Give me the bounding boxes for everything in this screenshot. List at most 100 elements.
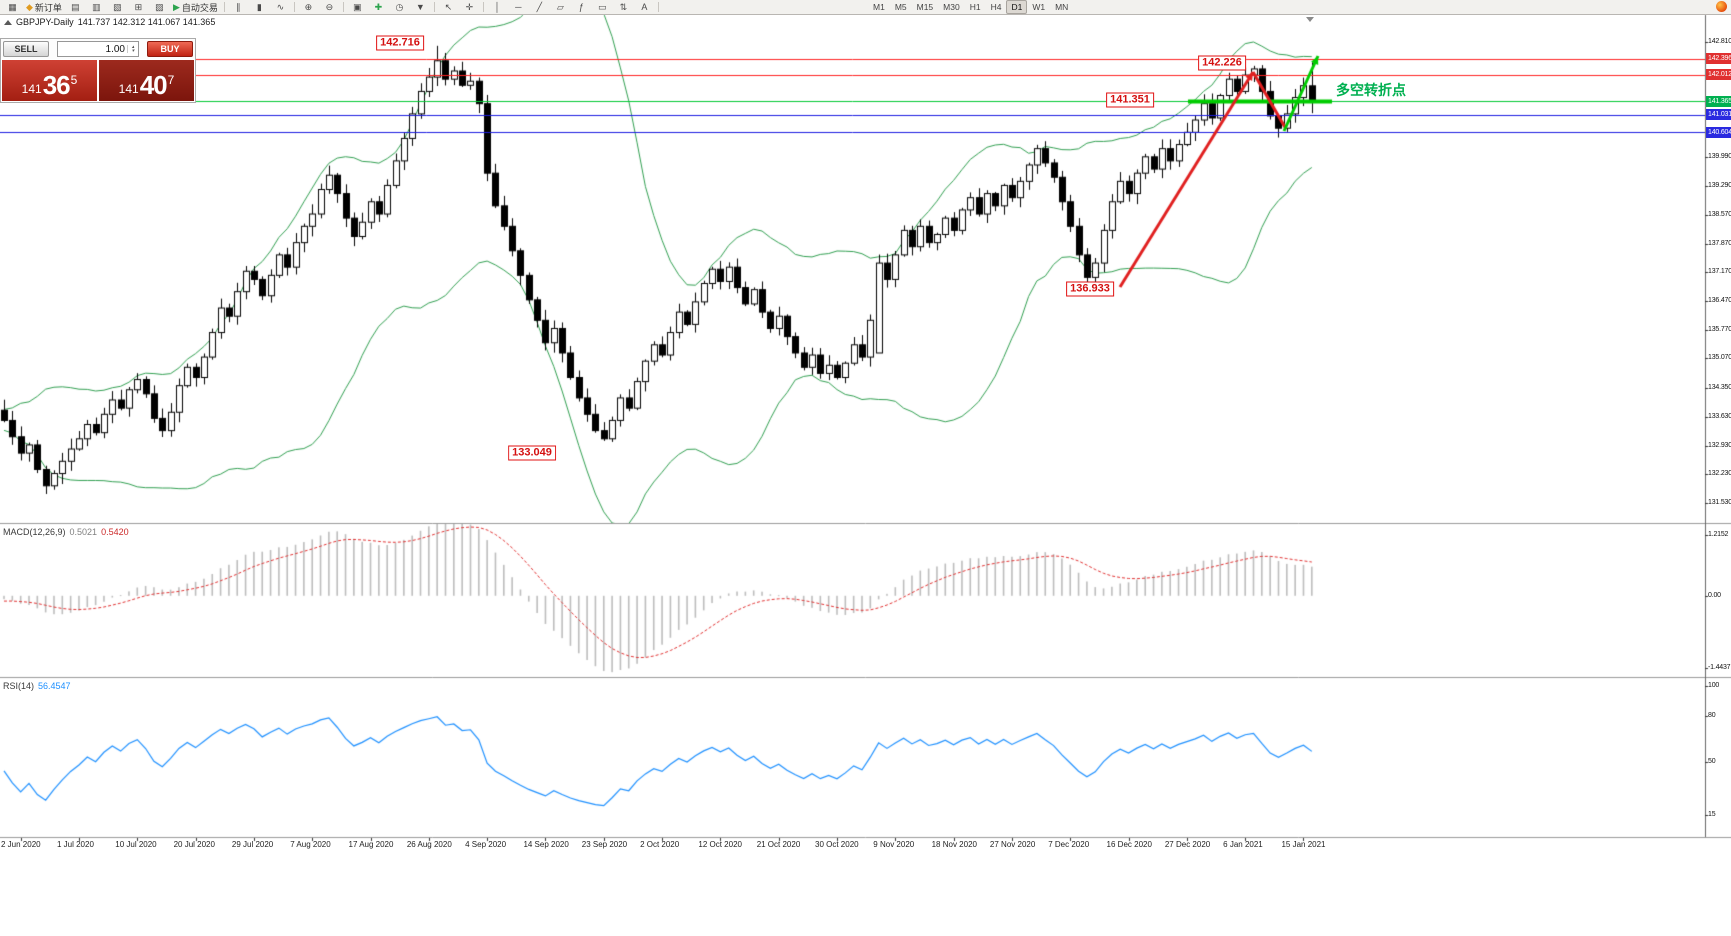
timeframe-button-h4[interactable]: H4 <box>990 2 1002 12</box>
periods-button[interactable]: ◷ <box>389 0 410 14</box>
price-tick-label: 135.770 <box>1708 325 1731 333</box>
rsi-value: 56.4547 <box>38 681 71 691</box>
trade-panel-prices: 141 36 5 141 40 7 <box>0 59 196 103</box>
new-order-icon: ◆ <box>26 1 33 12</box>
price-tick-label: 137.870 <box>1708 239 1731 247</box>
date-label: 29 Jul 2020 <box>231 840 274 849</box>
symbol-ohlc-values: 141.737 142.312 141.067 141.365 <box>77 17 216 27</box>
price-line-tag: 142.396 <box>1706 53 1731 65</box>
market-watch-icon: ▤ <box>71 1 80 12</box>
new-chart-icon: ▦ <box>8 1 17 12</box>
price-line-tag: 141.031 <box>1706 109 1731 121</box>
buy-price-button[interactable]: 141 40 7 <box>99 60 194 101</box>
new-chart-button[interactable]: ▦ <box>2 0 23 14</box>
price-callout-label[interactable]: 136.933 <box>1066 281 1114 297</box>
new-order-button-label: 新订单 <box>34 2 62 13</box>
price-tick-label: 137.170 <box>1708 268 1731 276</box>
price-tick-label: 133.630 <box>1708 413 1731 421</box>
price-tick-label: 131.530 <box>1708 498 1731 506</box>
macd-axis-label: 1.2152 <box>1708 531 1729 538</box>
tile-windows-button[interactable]: ▣ <box>347 0 368 14</box>
timeframe-button-m5[interactable]: M5 <box>894 2 907 12</box>
rsi-indicator-label: RSI(14) 56.4547 <box>3 681 71 691</box>
candle-chart-button[interactable]: ▮ <box>249 0 270 14</box>
pivot-text-label[interactable]: 多空转折点 <box>1336 82 1406 98</box>
buy-button[interactable]: BUY <box>147 41 193 57</box>
bar-chart-icon: ∥ <box>236 1 241 12</box>
timeframe-button-m30[interactable]: M30 <box>943 2 960 12</box>
volume-input[interactable]: 1.00 ▴ ▾ <box>57 41 139 57</box>
horizontal-line-button[interactable]: ─ <box>508 0 529 14</box>
macd-indicator-label: MACD(12,26,9) 0.5021 0.5420 <box>3 527 129 537</box>
date-label: 10 Jul 2020 <box>115 840 157 849</box>
one-click-panel-toggle-icon[interactable] <box>4 19 12 25</box>
arrows-button[interactable]: ⇅ <box>613 0 634 14</box>
timeframe-button-h1[interactable]: H1 <box>969 2 981 12</box>
line-chart-button[interactable]: ∿ <box>270 0 291 14</box>
macd-main-value: 0.5021 <box>69 527 98 537</box>
cursor-button[interactable]: ↖ <box>438 0 459 14</box>
timeframe-button-m1[interactable]: M1 <box>873 2 885 12</box>
crosshair-button[interactable]: ✛ <box>459 0 480 14</box>
autotrading-button[interactable]: ▶ 自动交易 <box>170 0 221 14</box>
macd-axis-label: 0.00 <box>1708 591 1721 599</box>
date-label: 2 Oct 2020 <box>640 840 680 849</box>
sell-price-button[interactable]: 141 36 5 <box>2 60 97 101</box>
channel-icon: ▱ <box>556 1 564 12</box>
timeframe-button-w1[interactable]: W1 <box>1032 2 1046 12</box>
tile-windows-icon: ▣ <box>353 1 362 12</box>
sell-button[interactable]: SELL <box>3 41 49 57</box>
market-watch-button[interactable]: ▤ <box>65 0 86 14</box>
spinner-up-icon[interactable]: ▴ <box>131 44 135 50</box>
price-callout-label[interactable]: 142.226 <box>1198 55 1246 71</box>
zoom-out-button[interactable]: ⊖ <box>319 0 340 14</box>
crosshair-icon: ✛ <box>465 1 474 12</box>
price-callout-label[interactable]: 133.049 <box>508 445 556 461</box>
price-tick-label: 139.290 <box>1708 181 1731 189</box>
indicators-button[interactable]: ✚ <box>368 0 389 14</box>
spinner-down-icon[interactable]: ▾ <box>131 48 135 54</box>
price-tick-label: 132.930 <box>1708 441 1731 449</box>
volume-spinner[interactable]: ▴ ▾ <box>127 44 138 54</box>
new-order-button[interactable]: ◆ 新订单 <box>23 0 65 14</box>
price-tick-label: 138.570 <box>1708 211 1731 219</box>
fibonacci-button[interactable]: ƒ <box>571 0 592 14</box>
toolbar-separator <box>223 2 225 12</box>
date-label: 27 Nov 2020 <box>989 840 1036 849</box>
templates-button[interactable]: ▼ <box>410 0 431 14</box>
vertical-line-button[interactable]: │ <box>487 0 508 14</box>
timeframe-button-m15[interactable]: M15 <box>916 2 934 12</box>
line-chart-icon: ∿ <box>276 1 285 12</box>
date-label: 21 Oct 2020 <box>756 840 801 849</box>
bar-chart-button[interactable]: ∥ <box>228 0 249 14</box>
templates-icon: ▼ <box>415 2 425 12</box>
fibonacci-icon: ƒ <box>578 2 584 12</box>
timeframe-button-mn[interactable]: MN <box>1055 2 1069 12</box>
zoom-in-button[interactable]: ⊕ <box>298 0 319 14</box>
date-label: 4 Sep 2020 <box>465 840 507 849</box>
bid-price-main: 36 <box>42 70 71 100</box>
strategy-tester-button[interactable]: ▨ <box>149 0 170 14</box>
date-label: 20 Jul 2020 <box>173 840 215 849</box>
vertical-line-icon: │ <box>494 2 501 12</box>
trendline-button[interactable]: ╱ <box>529 0 550 14</box>
shapes-button[interactable]: ▭ <box>592 0 613 14</box>
macd-name: MACD(12,26,9) <box>3 527 66 537</box>
notification-icon[interactable] <box>1716 1 1727 12</box>
text-button[interactable]: A <box>634 0 655 14</box>
periods-icon: ◷ <box>395 1 404 12</box>
terminal-button[interactable]: ⊞ <box>128 0 149 14</box>
data-window-button[interactable]: ▥ <box>86 0 107 14</box>
cursor-icon: ↖ <box>444 1 453 12</box>
date-label: 1 Jul 2020 <box>56 840 94 849</box>
time-axis[interactable]: 2 Jun 2020 1 Jul 2020 10 Jul 2020 20 Jul 20… <box>0 838 1705 852</box>
price-tick-label: 136.470 <box>1708 297 1731 305</box>
channel-button[interactable]: ▱ <box>550 0 571 14</box>
price-axis[interactable]: 142.810 139.990 139.290 138.570 137.870 137.1… <box>1706 15 1731 837</box>
price-callout-label[interactable]: 141.351 <box>1106 92 1154 108</box>
timeframe-button-d1[interactable]: D1 <box>1006 0 1028 14</box>
price-callout-label[interactable]: 142.716 <box>376 35 424 51</box>
navigator-button[interactable]: ▧ <box>107 0 128 14</box>
